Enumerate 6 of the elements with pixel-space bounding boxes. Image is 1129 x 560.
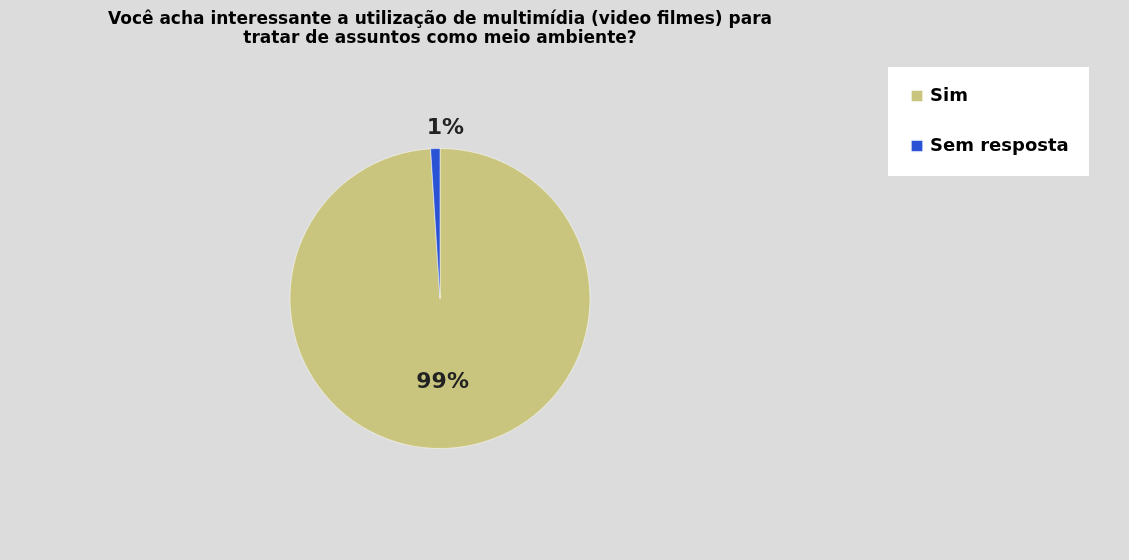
legend-label: Sem resposta (930, 134, 1069, 155)
data-label: 99% (416, 367, 469, 393)
data-label: 1% (426, 113, 465, 139)
pie-slice (289, 148, 591, 449)
legend-label: Sim (930, 84, 968, 105)
chart-title: Você acha interessante a utilização de multimídia (video filmes) para tratar de assuntos como meio ambiente? (107, 8, 773, 47)
